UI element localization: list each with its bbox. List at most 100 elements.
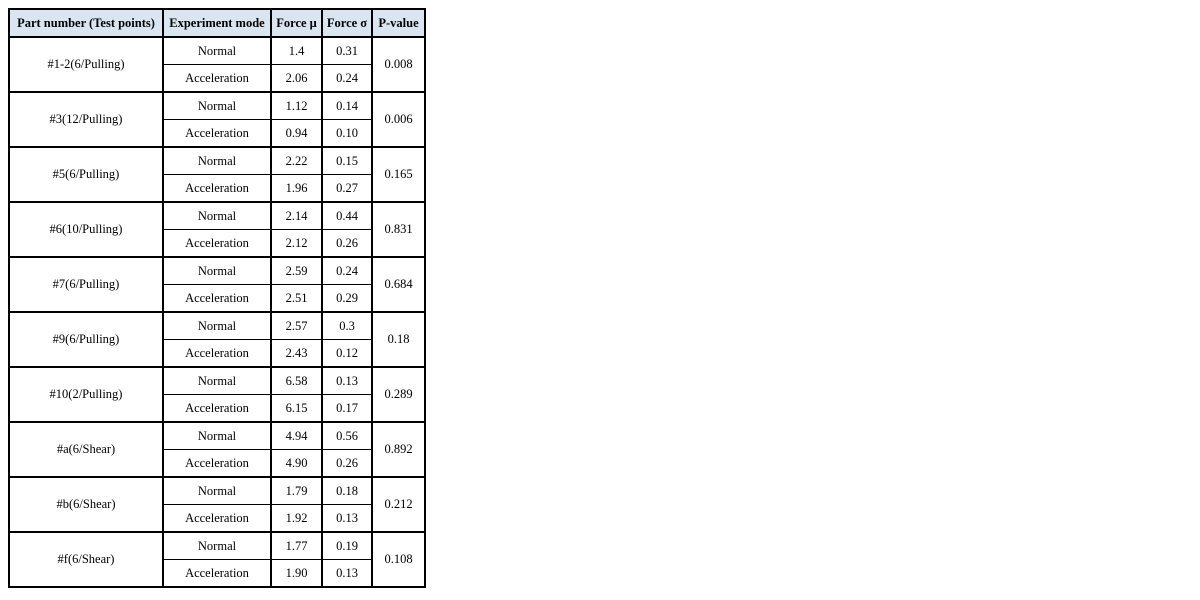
table-row-normal: #6(10/Pulling) Normal 2.14 0.44 0.831 <box>8 201 426 258</box>
header-experiment-mode: Experiment mode <box>162 8 272 38</box>
experiment-mode-cell: Acceleration <box>162 119 272 148</box>
table-row-normal: #7(6/Pulling) Normal 2.59 0.24 0.684 <box>8 256 426 313</box>
experiment-mode-cell: Normal <box>162 201 272 230</box>
part-number-cell: #5(6/Pulling) <box>8 146 164 203</box>
p-value-cell: 0.18 <box>371 311 426 368</box>
force-mu-cell: 2.51 <box>270 284 323 313</box>
table-row-acceleration: Acceleration 2.12 0.26 <box>9 229 425 258</box>
force-sigma-cell: 0.18 <box>321 476 373 505</box>
force-mu-cell: 2.59 <box>270 256 323 285</box>
p-value-cell: 0.831 <box>371 201 426 258</box>
force-mu-cell: 4.94 <box>270 421 323 450</box>
force-sigma-cell: 0.31 <box>321 36 373 65</box>
table-row-normal: #10(2/Pulling) Normal 6.58 0.13 0.289 <box>8 366 426 423</box>
experiment-mode-cell: Acceleration <box>162 64 272 93</box>
experiment-mode-cell: Acceleration <box>162 284 272 313</box>
force-sigma-cell: 0.56 <box>321 421 373 450</box>
p-value-cell: 0.289 <box>371 366 426 423</box>
force-mu-cell: 1.90 <box>270 559 323 588</box>
force-sigma-cell: 0.17 <box>321 394 373 423</box>
experiment-mode-cell: Normal <box>162 36 272 65</box>
table-row-acceleration: Acceleration 4.90 0.26 <box>9 449 425 478</box>
part-number-cell: #7(6/Pulling) <box>8 256 164 313</box>
force-mu-cell: 2.57 <box>270 311 323 340</box>
table-row-acceleration: Acceleration 1.90 0.13 <box>9 559 425 588</box>
experiment-mode-cell: Acceleration <box>162 394 272 423</box>
force-mu-cell: 1.77 <box>270 531 323 560</box>
p-value-cell: 0.212 <box>371 476 426 533</box>
table-row-normal: #1-2(6/Pulling) Normal 1.4 0.31 0.008 <box>8 36 426 93</box>
table-row-normal: #9(6/Pulling) Normal 2.57 0.3 0.18 <box>8 311 426 368</box>
p-value-cell: 0.006 <box>371 91 426 148</box>
part-number-cell: #10(2/Pulling) <box>8 366 164 423</box>
header-part-number: Part number (Test points) <box>8 8 164 38</box>
part-number-cell: #b(6/Shear) <box>8 476 164 533</box>
table-row-acceleration: Acceleration 2.06 0.24 <box>9 64 425 93</box>
p-value-cell: 0.892 <box>371 421 426 478</box>
table-row-acceleration: Acceleration 0.94 0.10 <box>9 119 425 148</box>
force-mu-cell: 6.15 <box>270 394 323 423</box>
experiment-mode-cell: Acceleration <box>162 504 272 533</box>
experiment-mode-cell: Normal <box>162 421 272 450</box>
part-number-cell: #1-2(6/Pulling) <box>8 36 164 93</box>
force-sigma-cell: 0.26 <box>321 229 373 258</box>
part-number-cell: #3(12/Pulling) <box>8 91 164 148</box>
experiment-mode-cell: Normal <box>162 476 272 505</box>
experiment-mode-cell: Normal <box>162 91 272 120</box>
force-mu-cell: 1.4 <box>270 36 323 65</box>
force-sigma-cell: 0.13 <box>321 366 373 395</box>
experiment-mode-cell: Normal <box>162 256 272 285</box>
force-mu-cell: 2.06 <box>270 64 323 93</box>
part-number-cell: #a(6/Shear) <box>8 421 164 478</box>
p-value-cell: 0.008 <box>371 36 426 93</box>
experiment-mode-cell: Normal <box>162 531 272 560</box>
force-mu-cell: 0.94 <box>270 119 323 148</box>
force-sigma-cell: 0.27 <box>321 174 373 203</box>
force-sigma-cell: 0.44 <box>321 201 373 230</box>
force-sigma-cell: 0.10 <box>321 119 373 148</box>
experiment-mode-cell: Acceleration <box>162 229 272 258</box>
force-mu-cell: 1.96 <box>270 174 323 203</box>
force-sigma-cell: 0.26 <box>321 449 373 478</box>
table-row-acceleration: Acceleration 2.51 0.29 <box>9 284 425 313</box>
force-mu-cell: 2.43 <box>270 339 323 368</box>
table-row-normal: #f(6/Shear) Normal 1.77 0.19 0.108 <box>8 531 426 588</box>
force-mu-cell: 2.14 <box>270 201 323 230</box>
experiment-mode-cell: Normal <box>162 366 272 395</box>
experiment-mode-cell: Acceleration <box>162 174 272 203</box>
p-value-cell: 0.684 <box>371 256 426 313</box>
header-force-mu: Force μ <box>270 8 323 38</box>
force-sigma-cell: 0.13 <box>321 504 373 533</box>
table-row-acceleration: Acceleration 1.92 0.13 <box>9 504 425 533</box>
force-sigma-cell: 0.13 <box>321 559 373 588</box>
table-header-row: Part number (Test points) Experiment mod… <box>8 8 426 38</box>
p-value-cell: 0.108 <box>371 531 426 588</box>
force-sigma-cell: 0.12 <box>321 339 373 368</box>
force-mu-cell: 1.79 <box>270 476 323 505</box>
table-body: #1-2(6/Pulling) Normal 1.4 0.31 0.008 Ac… <box>8 36 426 588</box>
force-mu-cell: 2.22 <box>270 146 323 175</box>
experiment-results-table: Part number (Test points) Experiment mod… <box>8 8 426 588</box>
force-sigma-cell: 0.29 <box>321 284 373 313</box>
part-number-cell: #9(6/Pulling) <box>8 311 164 368</box>
force-mu-cell: 1.12 <box>270 91 323 120</box>
force-sigma-cell: 0.14 <box>321 91 373 120</box>
p-value-cell: 0.165 <box>371 146 426 203</box>
table-row-acceleration: Acceleration 1.96 0.27 <box>9 174 425 203</box>
experiment-mode-cell: Normal <box>162 146 272 175</box>
table-row-normal: #a(6/Shear) Normal 4.94 0.56 0.892 <box>8 421 426 478</box>
table-row-acceleration: Acceleration 6.15 0.17 <box>9 394 425 423</box>
table-row-normal: #5(6/Pulling) Normal 2.22 0.15 0.165 <box>8 146 426 203</box>
part-number-cell: #f(6/Shear) <box>8 531 164 588</box>
force-mu-cell: 4.90 <box>270 449 323 478</box>
header-p-value: P-value <box>371 8 426 38</box>
part-number-cell: #6(10/Pulling) <box>8 201 164 258</box>
table-row-normal: #3(12/Pulling) Normal 1.12 0.14 0.006 <box>8 91 426 148</box>
table-row-normal: #b(6/Shear) Normal 1.79 0.18 0.212 <box>8 476 426 533</box>
experiment-mode-cell: Acceleration <box>162 559 272 588</box>
experiment-mode-cell: Acceleration <box>162 339 272 368</box>
header-force-sigma: Force σ <box>321 8 373 38</box>
force-sigma-cell: 0.19 <box>321 531 373 560</box>
force-sigma-cell: 0.24 <box>321 256 373 285</box>
